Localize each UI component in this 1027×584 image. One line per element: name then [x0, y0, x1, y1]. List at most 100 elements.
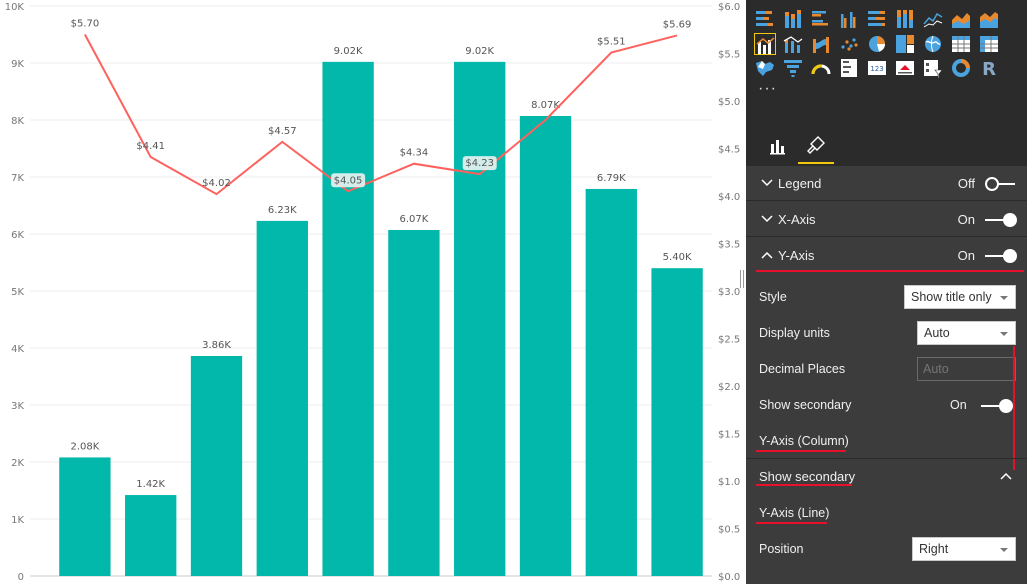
stacked-area-icon[interactable] — [978, 8, 1000, 30]
y-tick-label: 10K — [5, 2, 25, 13]
gauge-icon[interactable] — [810, 57, 832, 79]
display-units-dropdown[interactable]: Auto — [917, 321, 1016, 345]
100-stacked-column-icon[interactable] — [894, 8, 916, 30]
y-axis-column-highlight — [756, 450, 846, 452]
chevron-down-icon — [761, 179, 773, 187]
area-chart-icon[interactable] — [950, 8, 972, 30]
visualization-gallery: 123 R ··· — [746, 0, 1027, 124]
stacked-bar-icon[interactable] — [754, 8, 776, 30]
format-properties: Legend Off X-Axis On Y-Axis On Style Sho… — [746, 166, 1027, 584]
position-value: Right — [919, 542, 949, 556]
clustered-column-icon[interactable] — [838, 8, 860, 30]
y-axis-highlight — [756, 270, 1024, 272]
chevron-down-icon — [1000, 332, 1008, 336]
donut-icon[interactable] — [950, 57, 972, 79]
line-clustered-column-icon[interactable] — [754, 33, 776, 55]
ribbon-chart-icon[interactable] — [810, 33, 832, 55]
display-units-value: Auto — [924, 326, 950, 340]
card-icon[interactable]: 123 — [866, 57, 888, 79]
style-dropdown[interactable]: Show title only — [904, 285, 1016, 309]
bar-data-label: 9.02K — [334, 46, 363, 57]
bar — [651, 268, 703, 576]
x-axis-toggle[interactable] — [985, 213, 1017, 227]
chevron-down-icon — [1000, 548, 1008, 552]
line-chart-icon[interactable] — [922, 8, 944, 30]
filled-map-icon[interactable] — [754, 57, 776, 79]
y-axis-line-highlight — [756, 522, 827, 524]
bar-data-label: 3.86K — [202, 340, 231, 351]
y-tick-label: 8K — [11, 116, 24, 127]
decimal-places-input[interactable] — [918, 358, 1015, 380]
funnel-icon[interactable] — [782, 57, 804, 79]
kpi-icon[interactable] — [894, 57, 916, 79]
scatter-chart-icon[interactable] — [838, 33, 860, 55]
100-stacked-bar-icon[interactable] — [866, 8, 888, 30]
table-icon[interactable] — [950, 33, 972, 55]
y-axis-section-header[interactable]: Y-Axis On — [746, 238, 1027, 273]
y-tick-label: 2K — [11, 458, 24, 469]
bar — [519, 116, 572, 576]
y2-tick-label: $4.0 — [718, 192, 740, 203]
show-secondary-label: Show secondary — [759, 398, 852, 412]
show-secondary-toggle[interactable] — [981, 399, 1013, 413]
y-tick-label: 6K — [11, 230, 24, 241]
format-tab[interactable] — [798, 128, 834, 164]
line-series — [84, 34, 678, 196]
clustered-bar-icon[interactable] — [810, 8, 832, 30]
show-secondary-section-header[interactable]: Show secondary — [746, 458, 1027, 494]
r-visual-icon[interactable]: R — [978, 57, 1000, 79]
treemap-icon[interactable] — [894, 33, 916, 55]
line-data-label: $4.57 — [268, 126, 297, 137]
chart-canvas: 0 1K 2K 3K 4K 5K 6K 7K 8K 9K 10K $0.0 $0.5 $1.0 $1.5 $2… — [5, 2, 741, 583]
y-axis-toggle[interactable] — [985, 249, 1017, 263]
map-icon[interactable] — [922, 33, 944, 55]
bar-data-label: 5.40K — [663, 252, 692, 263]
more-visuals-button[interactable]: ··· — [758, 80, 777, 97]
x-axis-state: On — [957, 212, 975, 227]
matrix-icon[interactable] — [978, 33, 1000, 55]
svg-text:R: R — [982, 59, 996, 79]
y2-tick-label: $0.0 — [718, 572, 740, 583]
y-tick-label: 7K — [11, 173, 24, 184]
visualizations-pane: 123 R ··· Legend Off X-Axis On — [746, 0, 1027, 584]
paint-roller-icon — [807, 136, 825, 154]
pie-chart-icon[interactable] — [866, 33, 888, 55]
stacked-column-icon[interactable] — [782, 8, 804, 30]
line-data-label: $5.69 — [663, 19, 692, 30]
line-stacked-column-icon[interactable] — [782, 33, 804, 55]
line-data-label: $4.23 — [465, 158, 494, 169]
legend-state: Off — [957, 176, 975, 191]
bar-data-label: 6.79K — [597, 173, 626, 184]
style-label: Style — [759, 290, 787, 304]
line-data-label: $4.41 — [136, 141, 165, 152]
scrollbar[interactable] — [1013, 346, 1015, 470]
fields-tab[interactable] — [760, 128, 796, 164]
line-data-label: $4.34 — [400, 148, 429, 159]
line-label-bg — [331, 173, 366, 188]
y2-tick-label: $2.0 — [718, 382, 740, 393]
fields-icon — [770, 140, 785, 155]
slicer-icon[interactable] — [922, 57, 944, 79]
resize-handle[interactable] — [740, 270, 744, 288]
bar — [256, 220, 308, 576]
combo-chart[interactable]: 0 1K 2K 3K 4K 5K 6K 7K 8K 9K 10K $0.0 $0.5 $1.0 $1.5 $2… — [0, 0, 746, 584]
bar — [322, 61, 374, 577]
position-dropdown[interactable]: Right — [912, 537, 1016, 561]
y2-tick-label: $0.5 — [718, 525, 740, 536]
y2-tick-label: $2.5 — [718, 335, 740, 346]
bar-data-label: 6.23K — [268, 205, 297, 216]
x-axis-section-header[interactable]: X-Axis On — [746, 202, 1027, 237]
y2-tick-label: $4.5 — [718, 145, 740, 156]
show-secondary-state: On — [950, 398, 967, 412]
multi-row-card-icon[interactable] — [838, 57, 860, 79]
legend-toggle[interactable] — [985, 177, 1017, 191]
show-secondary-highlight — [756, 484, 852, 486]
show-secondary-title: Show secondary — [759, 469, 856, 484]
y-axis-column-header: Y-Axis (Column) — [759, 434, 849, 448]
chevron-down-icon — [761, 215, 773, 223]
chevron-down-icon — [1000, 296, 1008, 300]
legend-section-header[interactable]: Legend Off — [746, 166, 1027, 201]
y2-tick-label: $5.0 — [718, 97, 740, 108]
legend-title: Legend — [778, 176, 822, 191]
decimal-places-field[interactable] — [917, 357, 1016, 381]
